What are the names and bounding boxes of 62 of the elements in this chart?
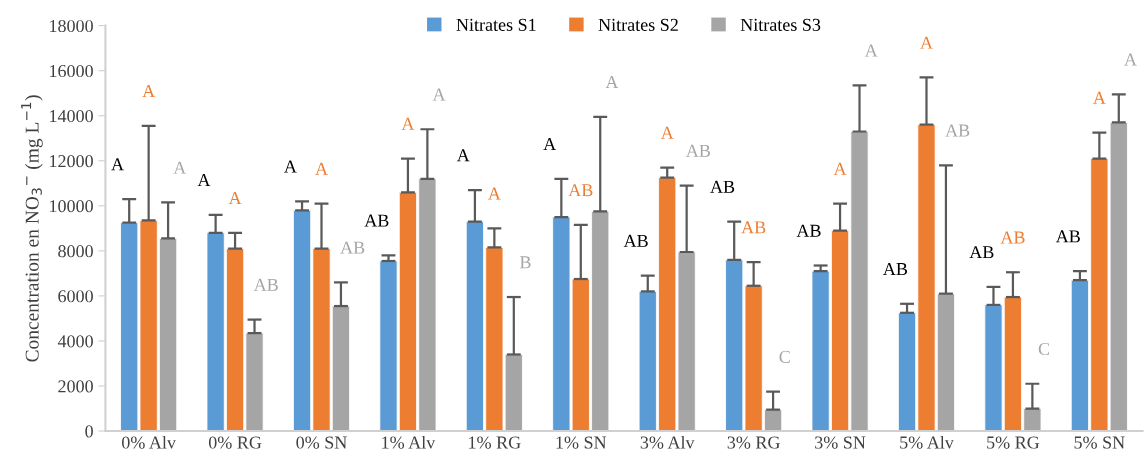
- x-tick-label: 3% RG: [727, 436, 780, 449]
- y-tick-label: 8000: [58, 245, 93, 258]
- annotation: AB: [710, 180, 735, 193]
- annotation: A: [197, 174, 211, 186]
- annotation: AB: [1055, 230, 1080, 243]
- y-tick-label: 18000: [50, 19, 93, 33]
- y-tick-label: 16000: [50, 64, 93, 78]
- x-tick-label: 0% RG: [208, 436, 262, 449]
- annotation: B: [519, 256, 531, 269]
- y-tick-label: 2000: [58, 380, 93, 393]
- annotation: AB: [340, 241, 365, 254]
- annotation: A: [488, 187, 501, 200]
- annotation: A: [111, 158, 124, 171]
- annotation: A: [1124, 53, 1137, 66]
- x-tick-label: 3% Alv: [640, 435, 695, 449]
- y-axis-title: Concentration en NO$_{3}$$^{−}$ (mg L$^{−1}$): [21, 95, 43, 362]
- annotation: AB: [568, 184, 593, 197]
- x-tick-label: 3% SN: [815, 436, 866, 449]
- x-tick-label: 1% RG: [469, 436, 521, 449]
- annotation: A: [142, 85, 156, 98]
- annotation: AB: [685, 144, 710, 157]
- y-tick-label: 4000: [57, 335, 93, 348]
- annotation: A: [833, 162, 847, 175]
- annotation: AB: [796, 224, 821, 237]
- annotation: A: [173, 161, 187, 174]
- annotation: A: [1093, 91, 1106, 104]
- legend-label: Nitrates S2: [598, 18, 678, 31]
- annotation: A: [920, 36, 933, 49]
- annotation: A: [543, 138, 557, 150]
- annotation: A: [456, 149, 470, 162]
- annotation: C: [779, 350, 790, 363]
- annotation: AB: [253, 278, 278, 291]
- annotation: C: [1038, 342, 1050, 356]
- annotation: AB: [364, 214, 389, 227]
- x-tick-label: 0% SN: [296, 436, 347, 449]
- legend-label: Nitrates S3: [740, 18, 821, 31]
- annotation: A: [284, 160, 297, 173]
- annotation: A: [660, 126, 674, 139]
- x-tick-label: 1% SN: [556, 436, 607, 449]
- annotation: AB: [883, 263, 908, 275]
- annotation: AB: [741, 221, 766, 234]
- x-tick-label: 0% Alv: [122, 435, 176, 449]
- annotation: A: [864, 44, 878, 57]
- annotation: AB: [623, 234, 648, 247]
- annotation: A: [315, 162, 328, 175]
- annotation: AB: [945, 124, 970, 137]
- y-tick-label: 6000: [58, 290, 93, 303]
- annotation: AB: [1000, 231, 1025, 244]
- x-tick-label: 5% RG: [987, 436, 1040, 449]
- x-tick-label: 5% SN: [1074, 436, 1125, 449]
- y-tick-label: 12000: [50, 155, 93, 168]
- annotation: A: [432, 88, 446, 101]
- annotation: A: [401, 117, 415, 130]
- x-tick-label: 1% Alv: [382, 435, 436, 449]
- y-tick-label: 0: [85, 425, 93, 438]
- legend-label: Nitrates S1: [456, 18, 536, 31]
- y-tick-label: 14000: [50, 109, 93, 123]
- annotation: A: [605, 76, 619, 88]
- annotation: A: [228, 192, 242, 204]
- y-tick-label: 10000: [50, 200, 93, 213]
- annotation: AB: [969, 246, 994, 259]
- x-tick-label: 5% Alv: [900, 435, 954, 449]
